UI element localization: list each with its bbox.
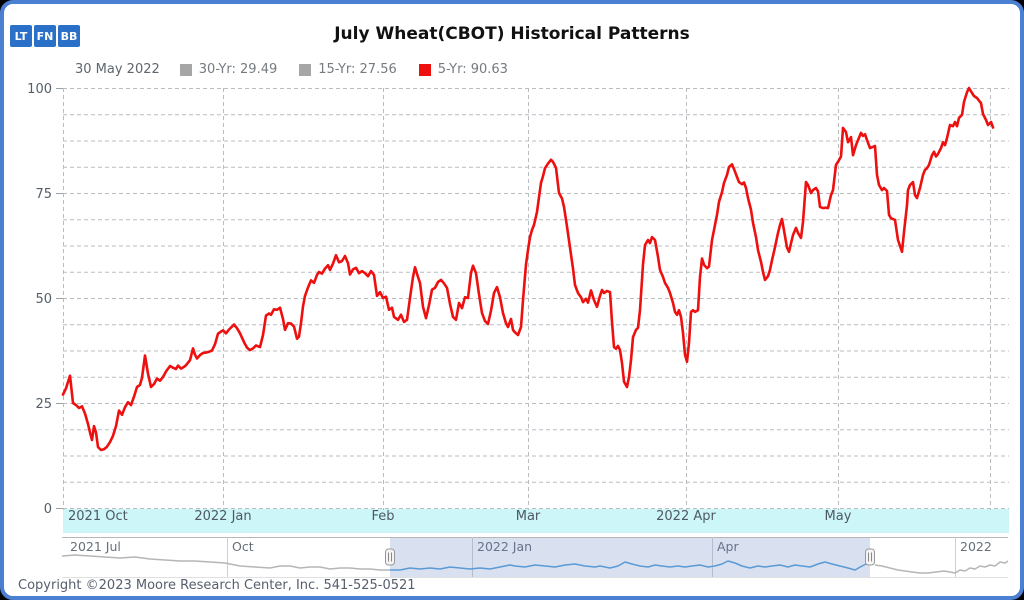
legend-swatch [418, 63, 431, 76]
x-tick-label: 2022 Jan [194, 509, 251, 524]
chart-legend: 30 May 2022 30-Yr: 29.49 15-Yr: 27.56 5-Yr… [75, 62, 530, 77]
navigator-tick-label: 2021 Jul [70, 539, 121, 554]
series-line-5-yr [61, 86, 995, 452]
legend-item-15-yr[interactable]: 15-Yr: 27.56 [299, 62, 397, 77]
navigator-series [874, 560, 1009, 574]
navigator: 2021 Jul Oct 2022 Jan Apr 2022 [61, 537, 1009, 578]
legend-item-30-yr[interactable]: 30-Yr: 29.49 [179, 62, 278, 77]
legend-label: 15-Yr: 27.56 [318, 62, 397, 77]
legend-label: 5-Yr: 90.63 [437, 62, 508, 77]
x-tick-label: Mar [516, 509, 541, 524]
copyright-text: Copyright ©2023 Moore Research Center, I… [18, 578, 416, 593]
legend-swatch [179, 63, 192, 76]
x-tick-label: 2022 Apr [656, 509, 716, 524]
legend-date: 30 May 2022 [75, 62, 160, 77]
navigator-tick-label: 2022 [960, 539, 992, 554]
y-axis: 0 25 50 75 100 [27, 82, 63, 517]
navigator-tick-label: Apr [717, 539, 739, 554]
legend-swatch [299, 63, 312, 76]
page-title: July Wheat(CBOT) Historical Patterns [334, 24, 690, 44]
x-axis: 2021 Oct 2022 Jan Feb Mar 2022 Apr May [68, 509, 852, 524]
chart-toolbar: LT FN BB [10, 25, 80, 47]
navigator-series [61, 554, 390, 571]
x-tick-label: May [825, 509, 852, 524]
y-tick-label: 75 [35, 187, 52, 202]
gridlines [63, 88, 1009, 510]
navigator-left-handle[interactable] [385, 548, 395, 566]
x-tick-label: Feb [371, 509, 394, 524]
axis-plot-band [63, 509, 1009, 533]
navigator-selected-range[interactable] [390, 538, 870, 577]
y-tick-label: 0 [44, 502, 52, 517]
y-tick-label: 25 [35, 397, 52, 412]
x-tick-label: 2021 Oct [68, 509, 128, 524]
navigator-right-handle[interactable] [865, 548, 875, 566]
y-tick-label: 50 [35, 292, 52, 307]
legend-label: 30-Yr: 29.49 [198, 62, 278, 77]
bb-button[interactable]: BB [58, 25, 80, 47]
navigator-series [390, 560, 869, 571]
legend-item-5-yr[interactable]: 5-Yr: 90.63 [418, 62, 508, 77]
navigator-tick-label: Oct [232, 539, 254, 554]
navigator-tick-label: 2022 Jan [477, 539, 532, 554]
lt-button[interactable]: LT [10, 25, 32, 47]
fn-button[interactable]: FN [34, 25, 56, 47]
y-tick-label: 100 [27, 82, 52, 97]
